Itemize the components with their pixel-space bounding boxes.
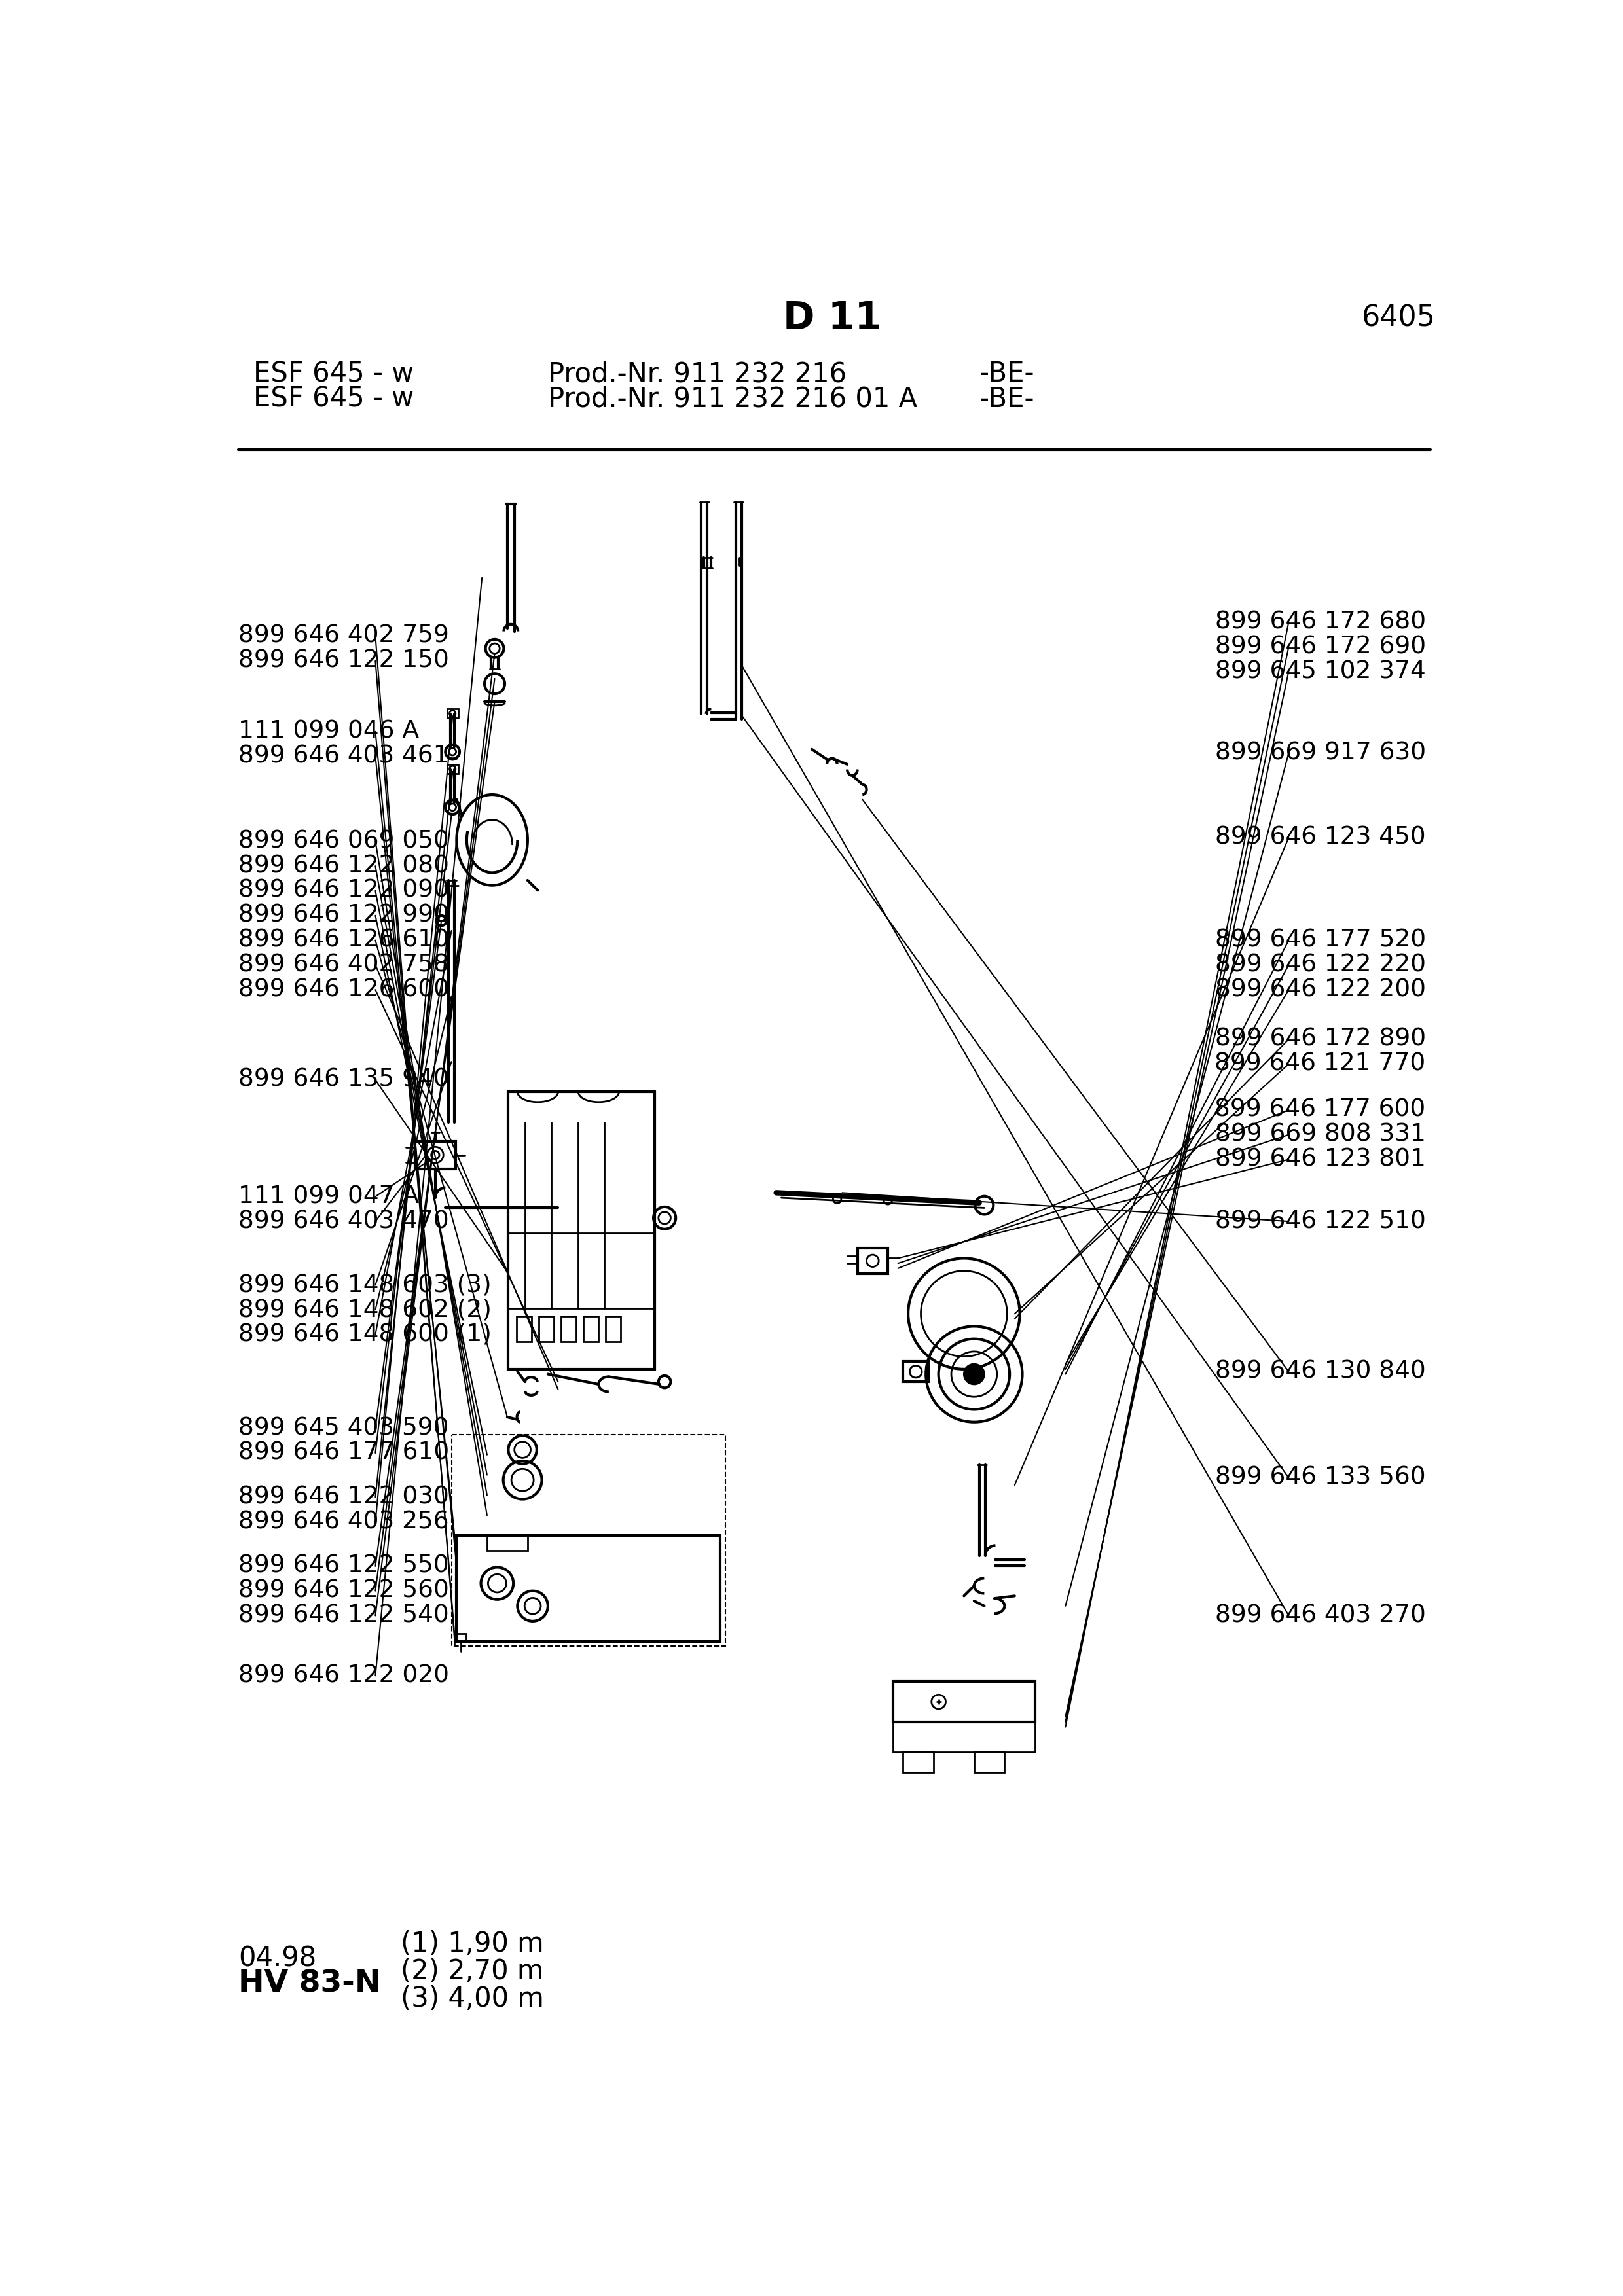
Bar (451, 1435, 725, 1646)
Text: 899 646 122 220: 899 646 122 220 (1216, 953, 1425, 976)
Text: 899 645 102 374: 899 645 102 374 (1216, 659, 1425, 684)
Bar (974, 1752, 1005, 1773)
Text: 899 646 148 603 (3): 899 646 148 603 (3) (239, 1274, 492, 1297)
Text: 899 646 122 990: 899 646 122 990 (239, 905, 450, 928)
Text: 899 646 121 770: 899 646 121 770 (1214, 1052, 1425, 1077)
Text: 899 646 402 759: 899 646 402 759 (239, 625, 450, 647)
Text: 899 646 122 560: 899 646 122 560 (239, 1580, 450, 1603)
Text: 6405: 6405 (1362, 305, 1436, 333)
Bar (902, 1362, 928, 1382)
Text: -BE-: -BE- (979, 386, 1034, 413)
Text: 899 646 177 520: 899 646 177 520 (1214, 928, 1425, 953)
Text: 111 099 047 A: 111 099 047 A (239, 1185, 419, 1208)
Text: 899 646 130 840: 899 646 130 840 (1216, 1359, 1425, 1384)
Text: 899 646 177 610: 899 646 177 610 (239, 1442, 450, 1465)
Text: 899 646 122 020: 899 646 122 020 (239, 1665, 450, 1688)
Text: 899 646 122 080: 899 646 122 080 (239, 854, 450, 877)
Text: (3) 4,00 m: (3) 4,00 m (401, 1986, 544, 2014)
Bar (605, 1316, 622, 1341)
Text: 899 646 403 270: 899 646 403 270 (1216, 1605, 1425, 1628)
Text: 899 646 172 890: 899 646 172 890 (1214, 1029, 1425, 1052)
Text: 899 646 126 600: 899 646 126 600 (239, 978, 450, 1001)
Text: 899 646 122 150: 899 646 122 150 (239, 650, 450, 673)
Bar (857, 1249, 888, 1274)
Text: 04.98: 04.98 (239, 1945, 316, 1972)
Bar (516, 1316, 532, 1341)
Text: 899 646 123 801: 899 646 123 801 (1216, 1148, 1425, 1171)
Text: 899 646 403 470: 899 646 403 470 (239, 1210, 450, 1233)
Text: 899 646 148 600 (1): 899 646 148 600 (1) (239, 1322, 492, 1345)
Text: Prod.-Nr. 911 232 216 01 A: Prod.-Nr. 911 232 216 01 A (549, 386, 917, 413)
Text: D 11: D 11 (782, 301, 881, 338)
Text: 899 646 403 256: 899 646 403 256 (239, 1511, 450, 1534)
Text: 899 669 808 331: 899 669 808 331 (1216, 1123, 1425, 1146)
Bar (508, 1093, 654, 1368)
Text: 899 646 122 550: 899 646 122 550 (239, 1554, 450, 1577)
Text: 899 646 122 090: 899 646 122 090 (239, 879, 450, 902)
Bar (487, 1536, 527, 1550)
Text: 899 646 172 680: 899 646 172 680 (1214, 611, 1425, 634)
Bar (415, 1141, 456, 1169)
Text: 899 646 122 030: 899 646 122 030 (239, 1486, 450, 1508)
Text: 899 646 402 758: 899 646 402 758 (239, 953, 450, 976)
Circle shape (964, 1364, 984, 1384)
Bar (454, 1635, 466, 1642)
Text: 899 646 123 450: 899 646 123 450 (1216, 827, 1425, 850)
Text: 899 646 122 540: 899 646 122 540 (239, 1605, 450, 1628)
Bar (583, 1316, 599, 1341)
Text: 899 646 126 610: 899 646 126 610 (239, 928, 450, 953)
Text: 899 646 148 602 (2): 899 646 148 602 (2) (239, 1297, 492, 1322)
Text: 899 646 177 600: 899 646 177 600 (1214, 1097, 1425, 1123)
Bar (446, 709, 458, 719)
Text: (1) 1,90 m: (1) 1,90 m (401, 1931, 544, 1958)
Bar (456, 1536, 721, 1642)
Text: 899 646 172 690: 899 646 172 690 (1214, 636, 1425, 659)
Text: 899 645 403 590: 899 645 403 590 (239, 1417, 450, 1440)
Bar (539, 1316, 553, 1341)
Bar (562, 1316, 576, 1341)
Text: 111 099 046 A: 111 099 046 A (239, 721, 419, 744)
Text: 899 646 122 510: 899 646 122 510 (1216, 1210, 1425, 1233)
Text: 899 669 917 630: 899 669 917 630 (1214, 742, 1425, 765)
Text: 899 646 122 200: 899 646 122 200 (1216, 978, 1425, 1001)
Text: Prod.-Nr. 911 232 216: Prod.-Nr. 911 232 216 (549, 360, 847, 388)
Text: 899 646 135 940: 899 646 135 940 (239, 1068, 450, 1091)
Bar (446, 765, 458, 774)
Text: HV 83-N: HV 83-N (239, 1970, 381, 2000)
Text: ESF 645 - w: ESF 645 - w (253, 360, 414, 388)
Text: 899 646 069 050: 899 646 069 050 (239, 829, 450, 854)
Text: -BE-: -BE- (979, 360, 1034, 388)
Bar (902, 1752, 933, 1773)
Text: 899 646 133 560: 899 646 133 560 (1216, 1465, 1425, 1490)
Text: (2) 2,70 m: (2) 2,70 m (401, 1958, 544, 1986)
Text: 899 646 403 461: 899 646 403 461 (239, 744, 450, 769)
Bar (893, 1681, 1035, 1722)
Bar (893, 1722, 1035, 1752)
Text: ESF 645 - w: ESF 645 - w (253, 386, 414, 413)
